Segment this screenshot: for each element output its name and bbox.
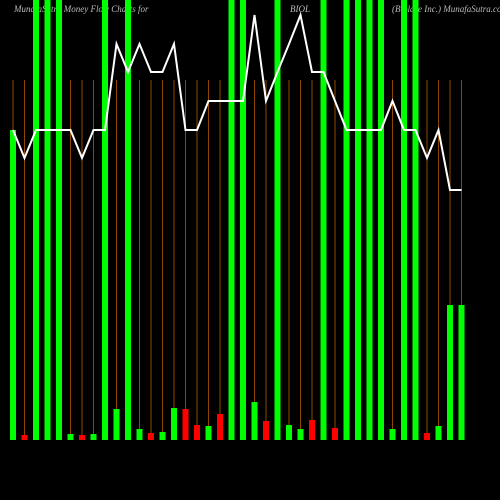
bar [194,425,200,440]
bar [240,0,246,440]
bar [309,420,315,440]
chart-title: MunafaSutra Money Flow Charts for [13,4,149,14]
bar [205,426,212,440]
bar [33,0,39,440]
bar [251,402,258,440]
bar [378,0,384,440]
bar [125,0,131,440]
bar [67,434,74,440]
bar [274,0,281,440]
bar [113,409,120,440]
bar [286,425,292,440]
bar [136,429,143,440]
bar [435,426,442,440]
bar [79,435,85,440]
bar [343,0,350,440]
bar [21,435,28,440]
bar [366,0,373,440]
bar [102,0,108,440]
money-flow-line [12,11,462,191]
bar [297,429,304,440]
bar [424,433,430,440]
bar [182,409,189,440]
bar [10,130,16,440]
bar [320,0,327,440]
chart-title-symbol: BIOL [290,4,310,14]
bar [148,433,154,440]
bar [458,305,465,440]
chart-title-right: (Biolase Inc.) MunafaSutra.com [392,4,500,14]
bar [412,0,419,440]
bar [332,428,338,440]
bar [90,434,97,440]
bar [355,0,361,440]
bar [56,0,62,440]
bar [217,414,223,440]
bar [171,408,177,440]
bar [447,305,453,440]
bar [389,429,396,440]
bar [228,0,235,440]
bar [44,0,51,440]
bar [263,421,269,440]
bar [159,432,166,440]
bar [401,0,407,440]
